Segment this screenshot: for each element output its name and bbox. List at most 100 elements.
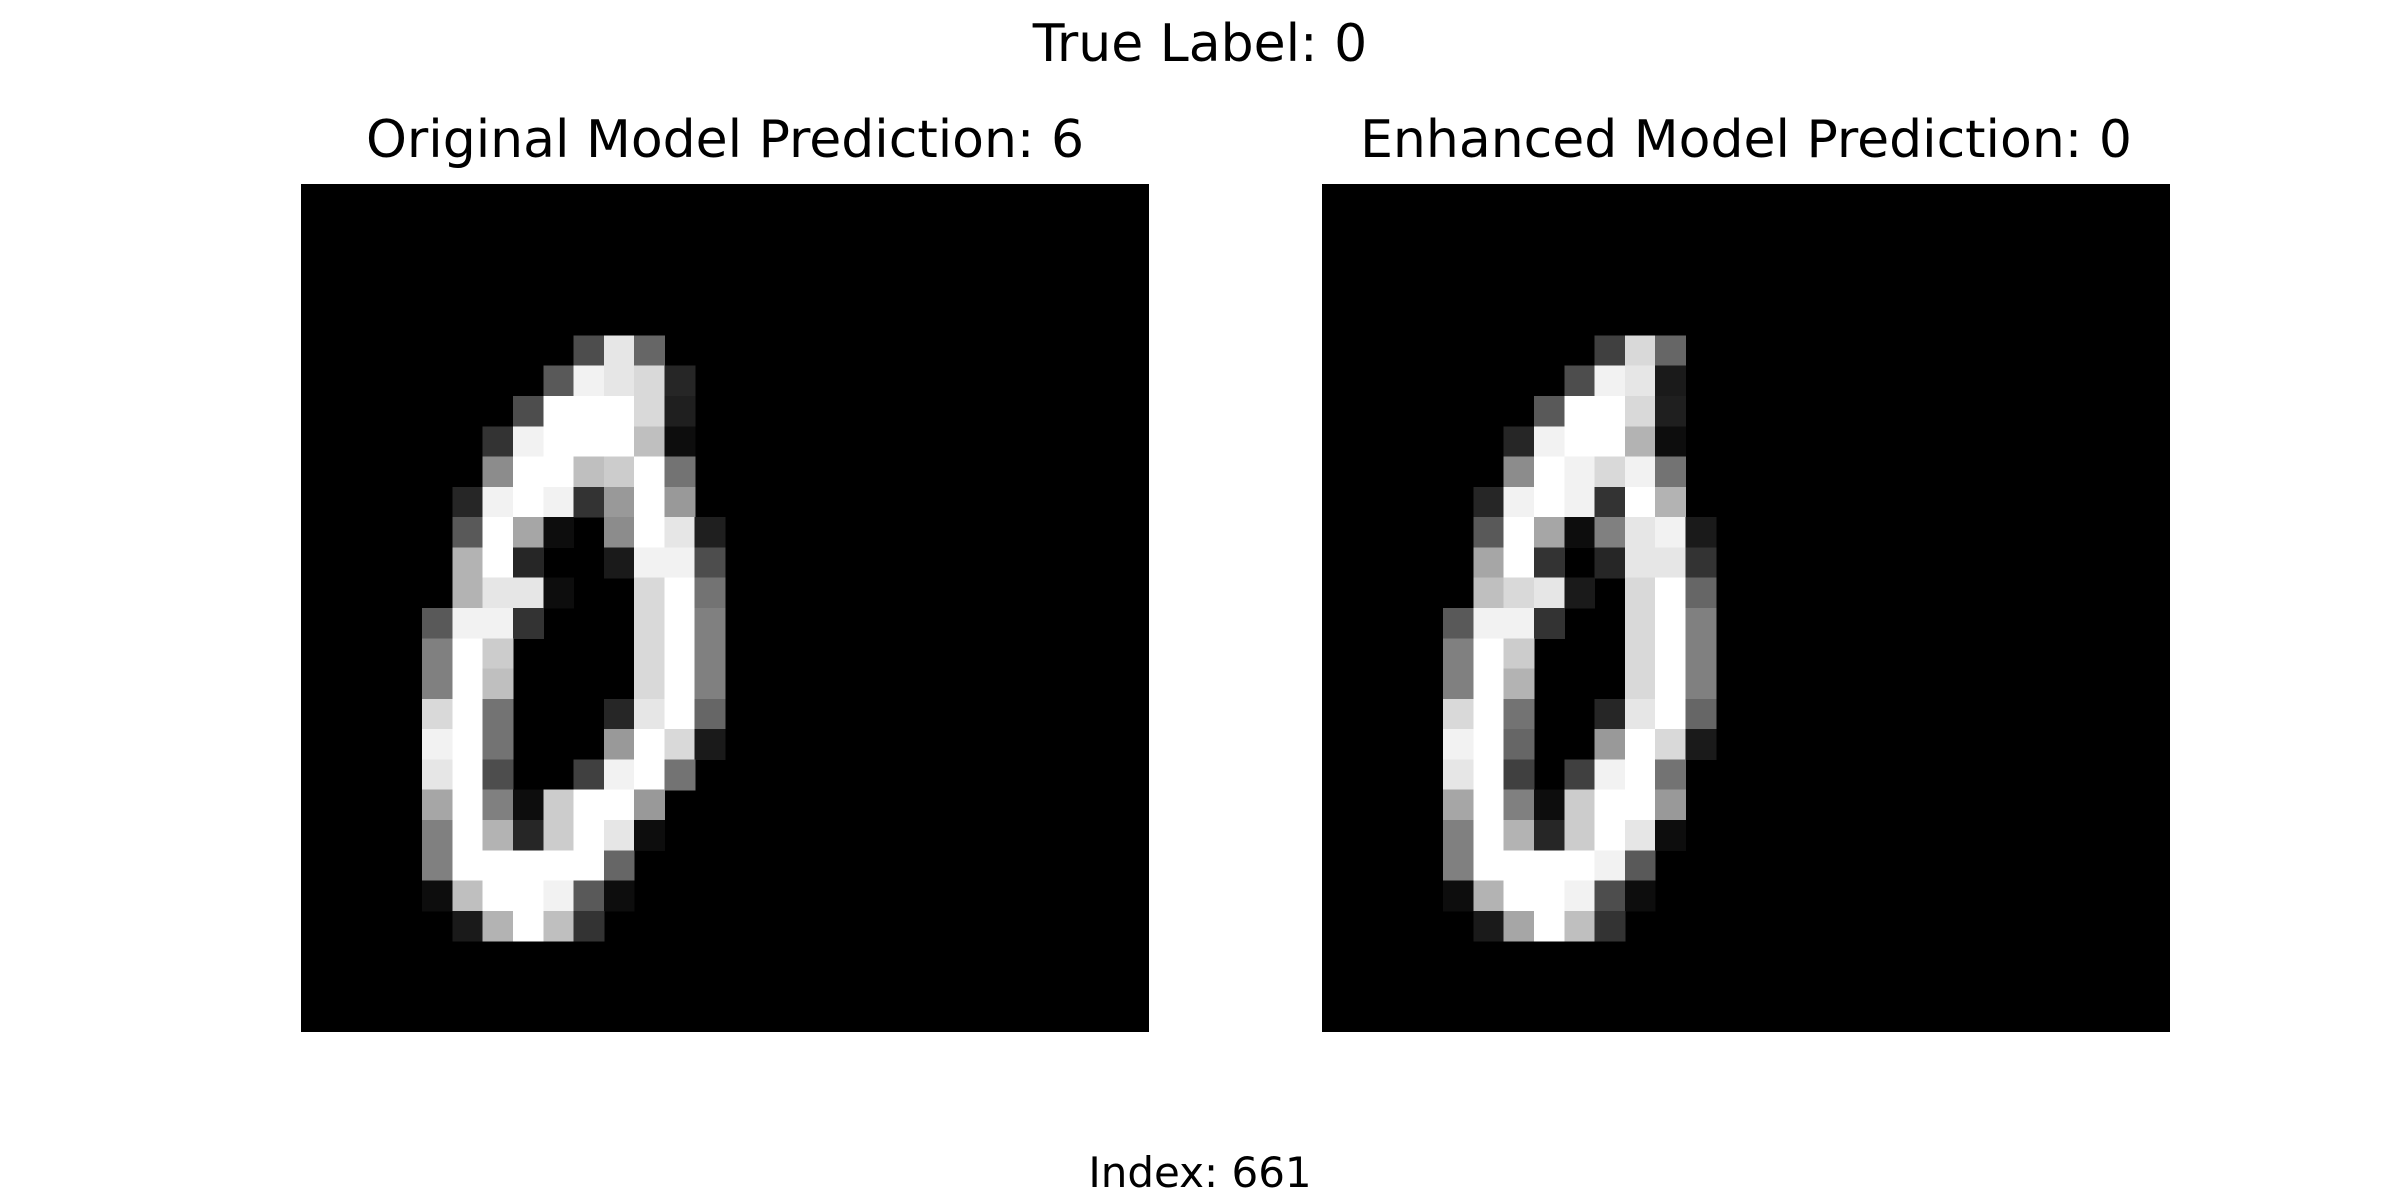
image-pixel — [694, 608, 726, 639]
image-pixel — [422, 608, 454, 639]
image-pixel — [634, 456, 666, 488]
image-pixel — [452, 547, 484, 579]
image-pixel — [603, 486, 635, 518]
image-pixel — [452, 789, 484, 821]
image-pixel — [482, 486, 514, 518]
image-pixel — [603, 759, 635, 791]
image-pixel — [482, 668, 514, 700]
image-pixel — [1624, 698, 1656, 730]
image-pixel — [1594, 396, 1626, 427]
image-pixel — [694, 547, 726, 579]
image-pixel — [452, 759, 484, 791]
image-pixel — [1655, 456, 1687, 488]
image-pixel — [1655, 486, 1687, 518]
image-pixel — [634, 426, 666, 458]
image-pixel — [573, 910, 605, 942]
image-pixel — [603, 335, 635, 367]
image-pixel — [1685, 608, 1717, 639]
image-pixel — [1443, 638, 1475, 670]
enhanced-digit-image — [1322, 184, 2170, 1032]
image-pixel — [422, 880, 454, 912]
image-pixel — [1624, 789, 1656, 821]
image-pixel — [1503, 577, 1535, 609]
image-pixel — [513, 820, 544, 851]
image-pixel — [1564, 396, 1596, 427]
image-pixel — [1503, 850, 1535, 882]
image-pixel — [1503, 638, 1535, 670]
image-pixel — [482, 456, 514, 488]
image-pixel — [1564, 789, 1596, 821]
image-pixel — [1655, 517, 1687, 549]
image-pixel — [573, 850, 605, 882]
image-pixel — [1685, 698, 1717, 730]
image-pixel — [664, 638, 696, 670]
image-pixel — [573, 456, 605, 488]
sample-index-label: Index: 661 — [1088, 1148, 1312, 1197]
image-pixel — [513, 456, 544, 488]
image-pixel — [664, 577, 696, 609]
image-pixel — [1624, 486, 1656, 518]
image-pixel — [634, 517, 666, 549]
image-pixel — [1655, 698, 1687, 730]
image-pixel — [1624, 517, 1656, 549]
image-pixel — [452, 729, 484, 761]
image-pixel — [1443, 608, 1475, 639]
image-pixel — [603, 426, 635, 458]
image-pixel — [1685, 517, 1717, 549]
image-pixel — [422, 698, 454, 730]
image-pixel — [694, 577, 726, 609]
image-pixel — [1534, 426, 1565, 458]
image-pixel — [452, 486, 484, 518]
image-pixel — [513, 486, 544, 518]
image-pixel — [1503, 759, 1535, 791]
image-pixel — [603, 365, 635, 397]
image-pixel — [664, 426, 696, 458]
image-pixel — [634, 577, 666, 609]
image-pixel — [1534, 517, 1565, 549]
image-pixel — [1564, 820, 1596, 851]
image-pixel — [1443, 789, 1475, 821]
image-pixel — [513, 789, 544, 821]
image-pixel — [664, 608, 696, 639]
image-pixel — [1624, 547, 1656, 579]
image-pixel — [634, 668, 666, 700]
image-pixel — [513, 517, 544, 549]
image-pixel — [452, 698, 484, 730]
image-pixel — [1594, 850, 1626, 882]
image-pixel — [1655, 789, 1687, 821]
image-pixel — [1624, 668, 1656, 700]
image-pixel — [1594, 486, 1626, 518]
image-pixel — [664, 365, 696, 397]
image-pixel — [1534, 880, 1565, 912]
image-pixel — [1655, 396, 1687, 427]
image-pixel — [1564, 850, 1596, 882]
image-pixel — [482, 698, 514, 730]
image-pixel — [634, 638, 666, 670]
image-pixel — [1503, 456, 1535, 488]
image-pixel — [422, 729, 454, 761]
original-digit-image — [301, 184, 1149, 1032]
image-pixel — [543, 456, 575, 488]
image-pixel — [422, 638, 454, 670]
image-pixel — [482, 789, 514, 821]
image-pixel — [452, 910, 484, 942]
image-pixel — [603, 820, 635, 851]
image-pixel — [1594, 456, 1626, 488]
image-pixel — [603, 729, 635, 761]
image-pixel — [1685, 729, 1717, 761]
image-pixel — [1655, 335, 1687, 367]
image-pixel — [1624, 729, 1656, 761]
image-pixel — [1594, 729, 1626, 761]
image-pixel — [1655, 820, 1687, 851]
image-pixel — [1624, 335, 1656, 367]
image-pixel — [543, 577, 575, 609]
image-pixel — [1594, 759, 1626, 791]
image-pixel — [1594, 365, 1626, 397]
image-pixel — [634, 396, 666, 427]
image-pixel — [1564, 577, 1596, 609]
image-pixel — [482, 426, 514, 458]
image-pixel — [543, 517, 575, 549]
image-pixel — [1503, 820, 1535, 851]
image-pixel — [1685, 638, 1717, 670]
image-pixel — [1655, 547, 1687, 579]
